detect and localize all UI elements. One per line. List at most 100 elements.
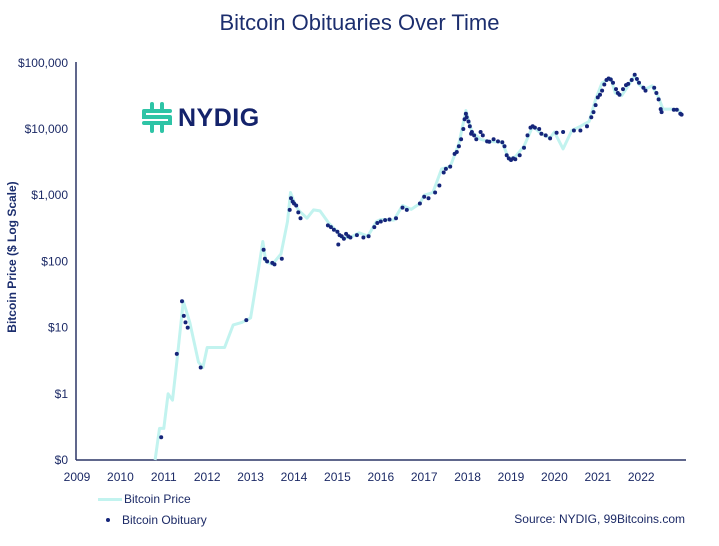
obituary-point <box>183 320 188 325</box>
obituary-point <box>325 223 330 228</box>
obituary-point <box>480 133 485 138</box>
obituary-point <box>461 127 466 131</box>
obituary-point <box>502 144 507 149</box>
obituary-point <box>469 130 474 134</box>
obituary-point <box>504 153 509 158</box>
obituary-point <box>404 207 409 212</box>
obituary-point <box>525 133 530 138</box>
obituary-point <box>262 256 267 261</box>
obituary-point <box>348 235 353 240</box>
obituary-point <box>679 112 684 117</box>
obituary-point <box>658 107 663 112</box>
obituary-point <box>159 435 164 440</box>
obituary-point <box>608 77 613 82</box>
x-tick-label: 2022 <box>628 470 655 484</box>
obituary-point <box>331 227 336 232</box>
y-tick-label: $10 <box>48 321 68 335</box>
obituary-point <box>463 111 468 116</box>
y-tick-label: $0 <box>55 453 69 467</box>
obituary-point <box>181 313 186 318</box>
obituary-point <box>487 139 492 144</box>
obituary-point <box>554 130 559 135</box>
y-tick-label: $100,000 <box>18 56 68 70</box>
obituary-point <box>261 247 266 252</box>
obituary-point <box>656 97 661 102</box>
obituary-point <box>378 219 383 224</box>
obituary-point <box>537 127 542 131</box>
obituary-point <box>426 196 431 201</box>
obituary-point <box>643 88 648 93</box>
obituary-point <box>298 216 303 221</box>
obituary-point <box>433 190 438 195</box>
obituary-point <box>448 164 453 169</box>
obituary-point <box>265 259 270 264</box>
obituary-point <box>517 153 522 158</box>
x-tick-label: 2010 <box>107 470 134 484</box>
obituary-point <box>595 95 600 100</box>
obituary-point <box>361 235 366 240</box>
obituary-point <box>532 125 537 130</box>
obituary-point <box>394 216 398 221</box>
obituary-point <box>296 210 301 215</box>
obituary-point <box>387 217 392 222</box>
obituary-point <box>634 77 639 81</box>
obituary-point <box>496 139 500 144</box>
legend-dot-swatch <box>106 518 110 522</box>
y-tick-label: $1,000 <box>31 188 68 202</box>
obituary-point <box>611 80 615 85</box>
obituary-point <box>626 81 631 86</box>
obituary-point <box>543 133 548 138</box>
obituary-point <box>591 110 596 115</box>
obituary-point <box>459 137 464 142</box>
obituary-point <box>185 325 190 330</box>
obituary-point <box>279 256 284 261</box>
nydig-logo-icon <box>142 102 172 133</box>
obituary-point <box>478 130 483 134</box>
obituary-point <box>641 85 646 90</box>
chart-title: Bitcoin Obituaries Over Time <box>219 10 500 35</box>
legend-item-obituary: Bitcoin Obituary <box>106 513 207 527</box>
obituary-point <box>400 205 405 210</box>
obituary-point <box>671 107 676 112</box>
obituary-point <box>464 115 469 120</box>
obituary-point <box>272 262 277 267</box>
obituary-point <box>602 82 607 87</box>
y-tick-label: $1 <box>55 387 69 401</box>
x-tick-label: 2017 <box>411 470 438 484</box>
x-tick-label: 2020 <box>541 470 568 484</box>
obituary-point <box>652 85 657 90</box>
obituary-point <box>598 92 602 97</box>
obituary-point <box>617 92 622 97</box>
obituary-point <box>336 242 341 247</box>
x-tick-label: 2013 <box>237 470 264 484</box>
y-tick-label: $100 <box>41 254 68 268</box>
logo-text: NYDIG <box>178 103 260 132</box>
obituary-point <box>637 80 641 85</box>
obituary-point <box>372 225 377 230</box>
obituary-point <box>198 365 203 370</box>
obituary-point <box>632 72 637 77</box>
x-tick-label: 2016 <box>367 470 394 484</box>
x-tick-label: 2018 <box>454 470 481 484</box>
obituary-point <box>366 234 371 239</box>
obituary-point <box>654 91 659 95</box>
obituary-point <box>593 103 598 108</box>
nydig-logo: NYDIG <box>140 101 260 135</box>
obituary-point <box>589 115 594 120</box>
obituary-point <box>585 124 589 129</box>
obituary-point <box>454 150 459 154</box>
x-tick-label: 2014 <box>281 470 308 484</box>
obituary-point <box>571 128 576 133</box>
x-tick-label: 2012 <box>194 470 221 484</box>
obituary-point <box>548 136 553 141</box>
obituary-point <box>180 299 184 304</box>
obituary-point <box>539 131 544 136</box>
y-tick-label: $10,000 <box>25 122 69 136</box>
obituary-point <box>422 194 427 199</box>
obituary-point <box>629 78 634 82</box>
obituary-point <box>441 170 446 175</box>
x-tick-label: 2015 <box>324 470 351 484</box>
obituary-point <box>289 196 293 201</box>
obituary-point <box>294 203 299 208</box>
